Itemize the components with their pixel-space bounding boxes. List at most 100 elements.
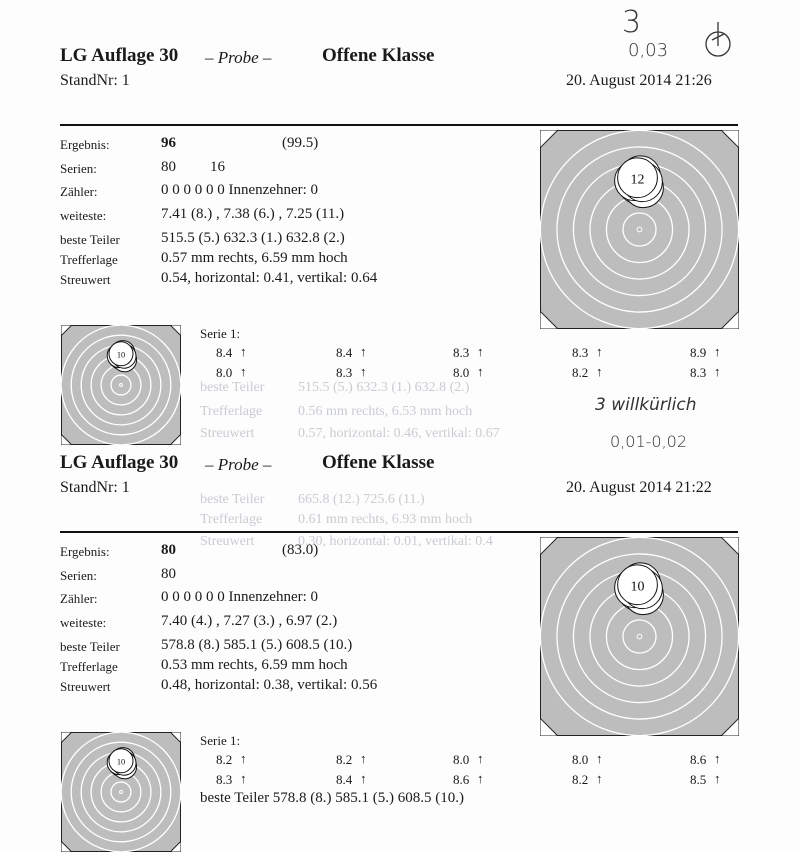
shot-number: 10 bbox=[117, 757, 125, 766]
row-value: 0.53 mm rechts, 6.59 mm hoch bbox=[161, 657, 348, 673]
handwritten-symbol-icon bbox=[705, 22, 731, 57]
shot-value: 8.3 bbox=[690, 365, 707, 380]
row-label: Ergebnis: bbox=[60, 544, 110, 559]
shot-value: 8.4 bbox=[216, 345, 233, 360]
shot-value: 8.6 bbox=[453, 772, 470, 787]
up-arrow-icon: ↑ bbox=[714, 344, 721, 359]
up-arrow-icon: ↑ bbox=[477, 771, 484, 786]
up-arrow-icon: ↑ bbox=[360, 751, 367, 766]
row-extra: 16 bbox=[210, 159, 225, 175]
up-arrow-icon: ↑ bbox=[477, 344, 484, 359]
up-arrow-icon: ↑ bbox=[360, 771, 367, 786]
shot-number: 12 bbox=[631, 173, 645, 188]
up-arrow-icon: ↑ bbox=[596, 344, 603, 359]
divider bbox=[60, 531, 738, 533]
row-label: Trefferlage bbox=[60, 659, 118, 674]
shot-value: 8.0 bbox=[453, 365, 470, 380]
up-arrow-icon: ↑ bbox=[240, 344, 247, 359]
up-arrow-icon: ↑ bbox=[477, 751, 484, 766]
ghost-value: 0.57, horizontal: 0.46, vertikal: 0.67 bbox=[298, 426, 500, 441]
class-title: Offene Klasse bbox=[322, 452, 435, 473]
handwritten-note: 3 bbox=[622, 5, 642, 40]
handwritten-note: 0,03 bbox=[628, 40, 669, 61]
divider bbox=[60, 124, 738, 126]
ghost-value: 0.61 mm rechts, 6.93 mm hoch bbox=[298, 512, 473, 527]
serie-label: Serie 1: bbox=[200, 326, 241, 341]
shot-value: 8.3 bbox=[572, 345, 589, 360]
row-value: 0.48, horizontal: 0.38, vertikal: 0.56 bbox=[161, 677, 378, 693]
shot-value: 8.6 bbox=[690, 752, 707, 767]
ghost-value: 515.5 (5.) 632.3 (1.) 632.8 (2.) bbox=[298, 380, 470, 395]
up-arrow-icon: ↑ bbox=[240, 364, 247, 379]
report-title: LG Auflage 30 bbox=[60, 45, 179, 66]
row-value: 515.5 (5.) 632.3 (1.) 632.8 (2.) bbox=[161, 230, 345, 246]
row-label: weiteste: bbox=[60, 615, 107, 630]
shot-value: 8.3 bbox=[453, 345, 470, 360]
shot-value: 8.2 bbox=[572, 365, 589, 380]
shot-value: 8.5 bbox=[690, 772, 707, 787]
row-value: 7.41 (8.) , 7.38 (6.) , 7.25 (11.) bbox=[161, 206, 345, 222]
stand-number: StandNr: 1 bbox=[60, 479, 130, 496]
shot-value: 8.4 bbox=[336, 345, 353, 360]
target-image: 12 bbox=[540, 130, 739, 329]
target-image: 10 bbox=[61, 325, 181, 445]
ghost-label: Trefferlage bbox=[200, 404, 263, 419]
up-arrow-icon: ↑ bbox=[714, 364, 721, 379]
row-extra: (83.0) bbox=[282, 542, 319, 558]
shot-value: 8.2 bbox=[336, 752, 353, 767]
up-arrow-icon: ↑ bbox=[240, 771, 247, 786]
shot-value: 8.2 bbox=[216, 752, 233, 767]
shot-value: 8.0 bbox=[453, 752, 470, 767]
row-label: Serien: bbox=[60, 568, 97, 583]
ghost-value: 0.56 mm rechts, 6.53 mm hoch bbox=[298, 404, 473, 419]
row-value: 80 bbox=[161, 159, 176, 175]
row-label: Ergebnis: bbox=[60, 137, 110, 152]
row-label: Serien: bbox=[60, 161, 97, 176]
row-label: beste Teiler bbox=[60, 639, 120, 654]
shot-value: 8.0 bbox=[216, 365, 233, 380]
ghost-value: 665.8 (12.) 725.6 (11.) bbox=[298, 492, 425, 507]
row-label: beste Teiler bbox=[60, 232, 120, 247]
ghost-value: 0.30, horizontal: 0.01, vertikal: 0.4 bbox=[298, 534, 493, 549]
shot-value: 8.0 bbox=[572, 752, 589, 767]
row-value: 80 bbox=[161, 542, 176, 558]
ghost-label: beste Teiler bbox=[200, 492, 265, 507]
handwritten-note: 3 willkürlich bbox=[595, 395, 697, 415]
up-arrow-icon: ↑ bbox=[240, 751, 247, 766]
ghost-label: Trefferlage bbox=[200, 512, 263, 527]
report-title: LG Auflage 30 bbox=[60, 452, 179, 473]
target-image: 10 bbox=[540, 537, 739, 736]
handwritten-note: 0,01-0,02 bbox=[610, 432, 688, 451]
row-label: Zähler: bbox=[60, 591, 98, 606]
row-value: 0 0 0 0 0 0 Innenzehner: 0 bbox=[161, 182, 319, 198]
up-arrow-icon: ↑ bbox=[596, 751, 603, 766]
up-arrow-icon: ↑ bbox=[360, 364, 367, 379]
up-arrow-icon: ↑ bbox=[477, 364, 484, 379]
stand-number: StandNr: 1 bbox=[60, 72, 130, 89]
row-value: 0.57 mm rechts, 6.59 mm hoch bbox=[161, 250, 348, 266]
row-label: Zähler: bbox=[60, 184, 98, 199]
up-arrow-icon: ↑ bbox=[596, 771, 603, 786]
row-label: weiteste: bbox=[60, 208, 107, 223]
ghost-label: beste Teiler bbox=[200, 380, 265, 395]
row-value: 80 bbox=[161, 566, 176, 582]
class-title: Offene Klasse bbox=[322, 45, 435, 66]
row-label: Streuwert bbox=[60, 679, 111, 694]
row-value: 0.54, horizontal: 0.41, vertikal: 0.64 bbox=[161, 270, 378, 286]
row-value: 96 bbox=[161, 135, 176, 151]
row-label: Trefferlage bbox=[60, 252, 118, 267]
shot-value: 8.2 bbox=[572, 772, 589, 787]
row-label: Streuwert bbox=[60, 272, 111, 287]
shot-number: 10 bbox=[117, 350, 125, 359]
row-value: 578.8 (8.) 585.1 (5.) 608.5 (10.) bbox=[161, 637, 353, 653]
up-arrow-icon: ↑ bbox=[360, 344, 367, 359]
ghost-label: Streuwert bbox=[200, 426, 255, 441]
row-value: 7.40 (4.) , 7.27 (3.) , 6.97 (2.) bbox=[161, 613, 338, 629]
shot-number: 10 bbox=[631, 580, 645, 595]
ghost-label: Streuwert bbox=[200, 534, 255, 549]
up-arrow-icon: ↑ bbox=[596, 364, 603, 379]
up-arrow-icon: ↑ bbox=[714, 771, 721, 786]
shot-value: 8.4 bbox=[336, 772, 353, 787]
cut-off-row: beste Teiler 578.8 (8.) 585.1 (5.) 608.5… bbox=[200, 790, 465, 806]
probe-label: – Probe – bbox=[205, 48, 272, 67]
